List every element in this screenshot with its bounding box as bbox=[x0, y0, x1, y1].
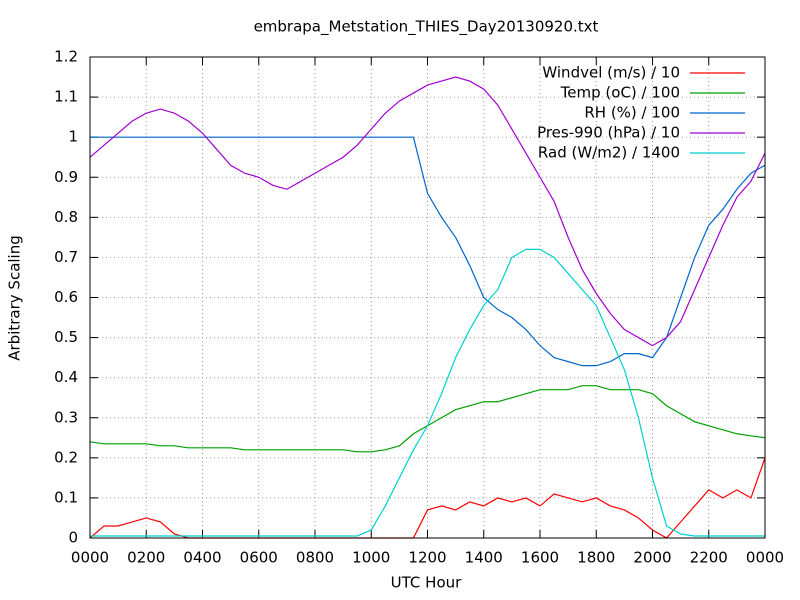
legend-label: RH (%) / 100 bbox=[584, 104, 680, 122]
series-line bbox=[90, 248, 765, 537]
y-tick-label: 0.4 bbox=[54, 368, 78, 386]
y-tick-label: 0.3 bbox=[54, 408, 78, 426]
y-axis-label: Arbitrary Scaling bbox=[6, 235, 24, 361]
y-tick-label: 0 bbox=[68, 529, 78, 547]
y-tick-label: 0.9 bbox=[54, 168, 78, 186]
x-tick-label: 0400 bbox=[183, 549, 221, 567]
y-tick-label: 1 bbox=[68, 128, 78, 146]
y-tick-label: 0.1 bbox=[54, 488, 78, 506]
chart-title: embrapa_Metstation_THIES_Day20130920.txt bbox=[254, 18, 599, 37]
x-tick-label: 2200 bbox=[690, 549, 728, 567]
y-tick-label: 0.5 bbox=[54, 328, 78, 346]
x-tick-label: 0000 bbox=[71, 549, 109, 567]
series-line bbox=[89, 76, 766, 347]
legend-label: Temp (oC) / 100 bbox=[560, 84, 680, 102]
y-tick-label: 0.2 bbox=[54, 448, 78, 466]
x-tick-label: 0000 bbox=[746, 549, 784, 567]
x-axis-label: UTC Hour bbox=[391, 574, 462, 592]
legend-label: Rad (W/m2) / 1400 bbox=[538, 144, 680, 162]
x-tick-label: 1000 bbox=[352, 549, 390, 567]
x-tick-label: 1400 bbox=[465, 549, 503, 567]
y-tick-label: 0.6 bbox=[54, 288, 78, 306]
plot-border bbox=[89, 56, 766, 539]
series-line bbox=[90, 136, 766, 367]
y-tick-label: 1.1 bbox=[54, 88, 78, 106]
x-tick-label: 0600 bbox=[240, 549, 278, 567]
y-tick-label: 1.2 bbox=[54, 48, 78, 66]
x-tick-label: 2000 bbox=[633, 549, 671, 567]
x-tick-label: 0800 bbox=[296, 549, 334, 567]
legend-label: Pres-990 (hPa) / 10 bbox=[537, 124, 680, 142]
legend-label: Windvel (m/s) / 10 bbox=[542, 64, 680, 82]
y-tick-label: 0.8 bbox=[54, 208, 78, 226]
x-tick-label: 1600 bbox=[521, 549, 559, 567]
x-tick-label: 1800 bbox=[577, 549, 615, 567]
x-tick-label: 0200 bbox=[127, 549, 165, 567]
x-tick-label: 1200 bbox=[408, 549, 446, 567]
y-tick-label: 0.7 bbox=[54, 248, 78, 266]
